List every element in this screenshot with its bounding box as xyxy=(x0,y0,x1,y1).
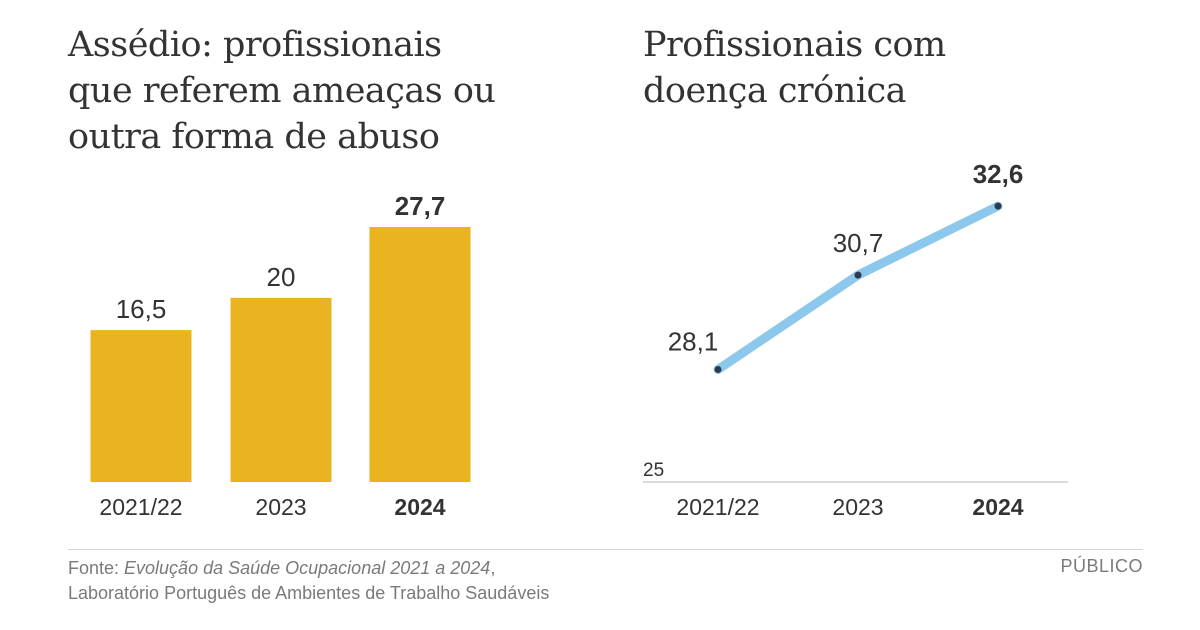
data-point-1 xyxy=(714,365,722,373)
bar-3 xyxy=(369,227,471,482)
x-tick-label: 2023 xyxy=(832,494,883,520)
line-chart: 25 28,1 2021/22 30,7 2023 32,6 2024 xyxy=(643,159,1068,520)
source-prefix: Fonte: xyxy=(68,558,125,578)
source-suffix: , xyxy=(490,558,496,578)
data-point-2 xyxy=(854,271,862,279)
line-chart-title: Profissionais com doença crónica xyxy=(643,25,946,111)
bar-value-label: 20 xyxy=(267,262,296,292)
bar-2 xyxy=(230,297,332,482)
bar-1 xyxy=(90,330,192,482)
bar-value-label: 27,7 xyxy=(395,191,446,221)
point-value-label: 32,6 xyxy=(973,159,1024,189)
bar-value-label: 16,5 xyxy=(116,294,167,324)
x-tick-label: 2024 xyxy=(394,494,445,520)
footer-divider xyxy=(68,549,1143,550)
source-organization: Laboratório Português de Ambientes de Tr… xyxy=(68,583,550,603)
x-tick-label: 2024 xyxy=(972,494,1023,520)
x-tick-label: 2021/22 xyxy=(676,494,759,520)
bar-chart-title: Assédio: profissionais que referem ameaç… xyxy=(68,25,496,157)
x-tick-label: 2021/22 xyxy=(99,494,182,520)
source-title: Evolução da Saúde Ocupacional 2021 a 202… xyxy=(124,558,491,578)
x-tick-label: 2023 xyxy=(255,494,306,520)
point-value-label: 30,7 xyxy=(833,228,884,258)
bar-chart: 16,5 2021/22 20 2023 27,7 2024 xyxy=(90,191,471,520)
data-point-3 xyxy=(994,202,1002,210)
point-value-label: 28,1 xyxy=(668,326,719,356)
publisher-logo-text: PÚBLICO xyxy=(1060,556,1143,576)
source-note: Fonte: Evolução da Saúde Ocupacional 202… xyxy=(68,556,549,606)
y-axis-min-label: 25 xyxy=(643,460,664,481)
